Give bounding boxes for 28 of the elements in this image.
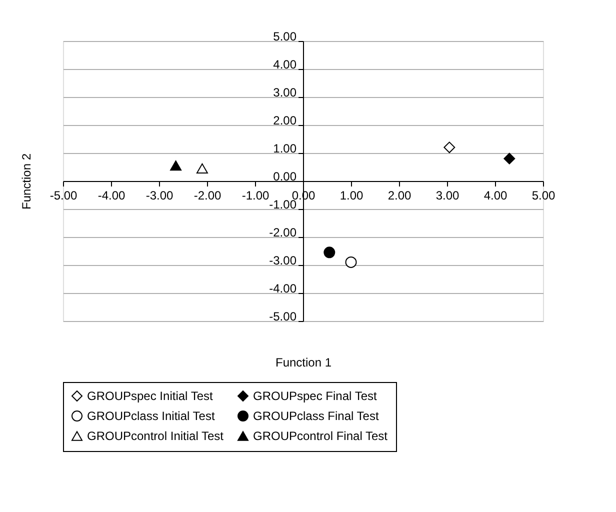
- y-tick-label: -2.00: [269, 226, 297, 240]
- y-tick-label: 5.00: [273, 30, 297, 44]
- legend-label: GROUPclass Initial Test: [87, 409, 216, 423]
- x-tick-label: 1.00: [340, 188, 364, 202]
- x-tick-label: -2.00: [194, 188, 222, 202]
- y-tick-label: -3.00: [269, 254, 297, 268]
- x-tick-label: 3.00: [436, 188, 460, 202]
- y-tick-label: 0.00: [273, 170, 297, 184]
- legend-label: GROUPcontrol Final Test: [253, 429, 388, 443]
- x-tick-label: -3.00: [146, 188, 174, 202]
- x-tick-label: 5.00: [532, 188, 556, 202]
- legend-label: GROUPspec Initial Test: [87, 389, 214, 403]
- y-tick-label: 2.00: [273, 114, 297, 128]
- y-tick-label: 4.00: [273, 58, 297, 72]
- y-tick-label: 1.00: [273, 142, 297, 156]
- x-axis-title: Function 1: [275, 356, 332, 370]
- x-tick-label: -1.00: [242, 188, 270, 202]
- x-tick-label: 4.00: [484, 188, 508, 202]
- x-tick-label: -5.00: [50, 188, 78, 202]
- x-tick-label: -4.00: [98, 188, 126, 202]
- y-tick-label: 3.00: [273, 86, 297, 100]
- legend-label: GROUPspec Final Test: [253, 389, 378, 403]
- legend-label: GROUPclass Final Test: [253, 409, 380, 423]
- y-tick-label: -5.00: [269, 310, 297, 324]
- y-tick-label: -4.00: [269, 282, 297, 296]
- y-axis-title: Function 2: [20, 153, 34, 210]
- legend-label: GROUPcontrol Initial Test: [87, 429, 224, 443]
- x-tick-label: 2.00: [388, 188, 412, 202]
